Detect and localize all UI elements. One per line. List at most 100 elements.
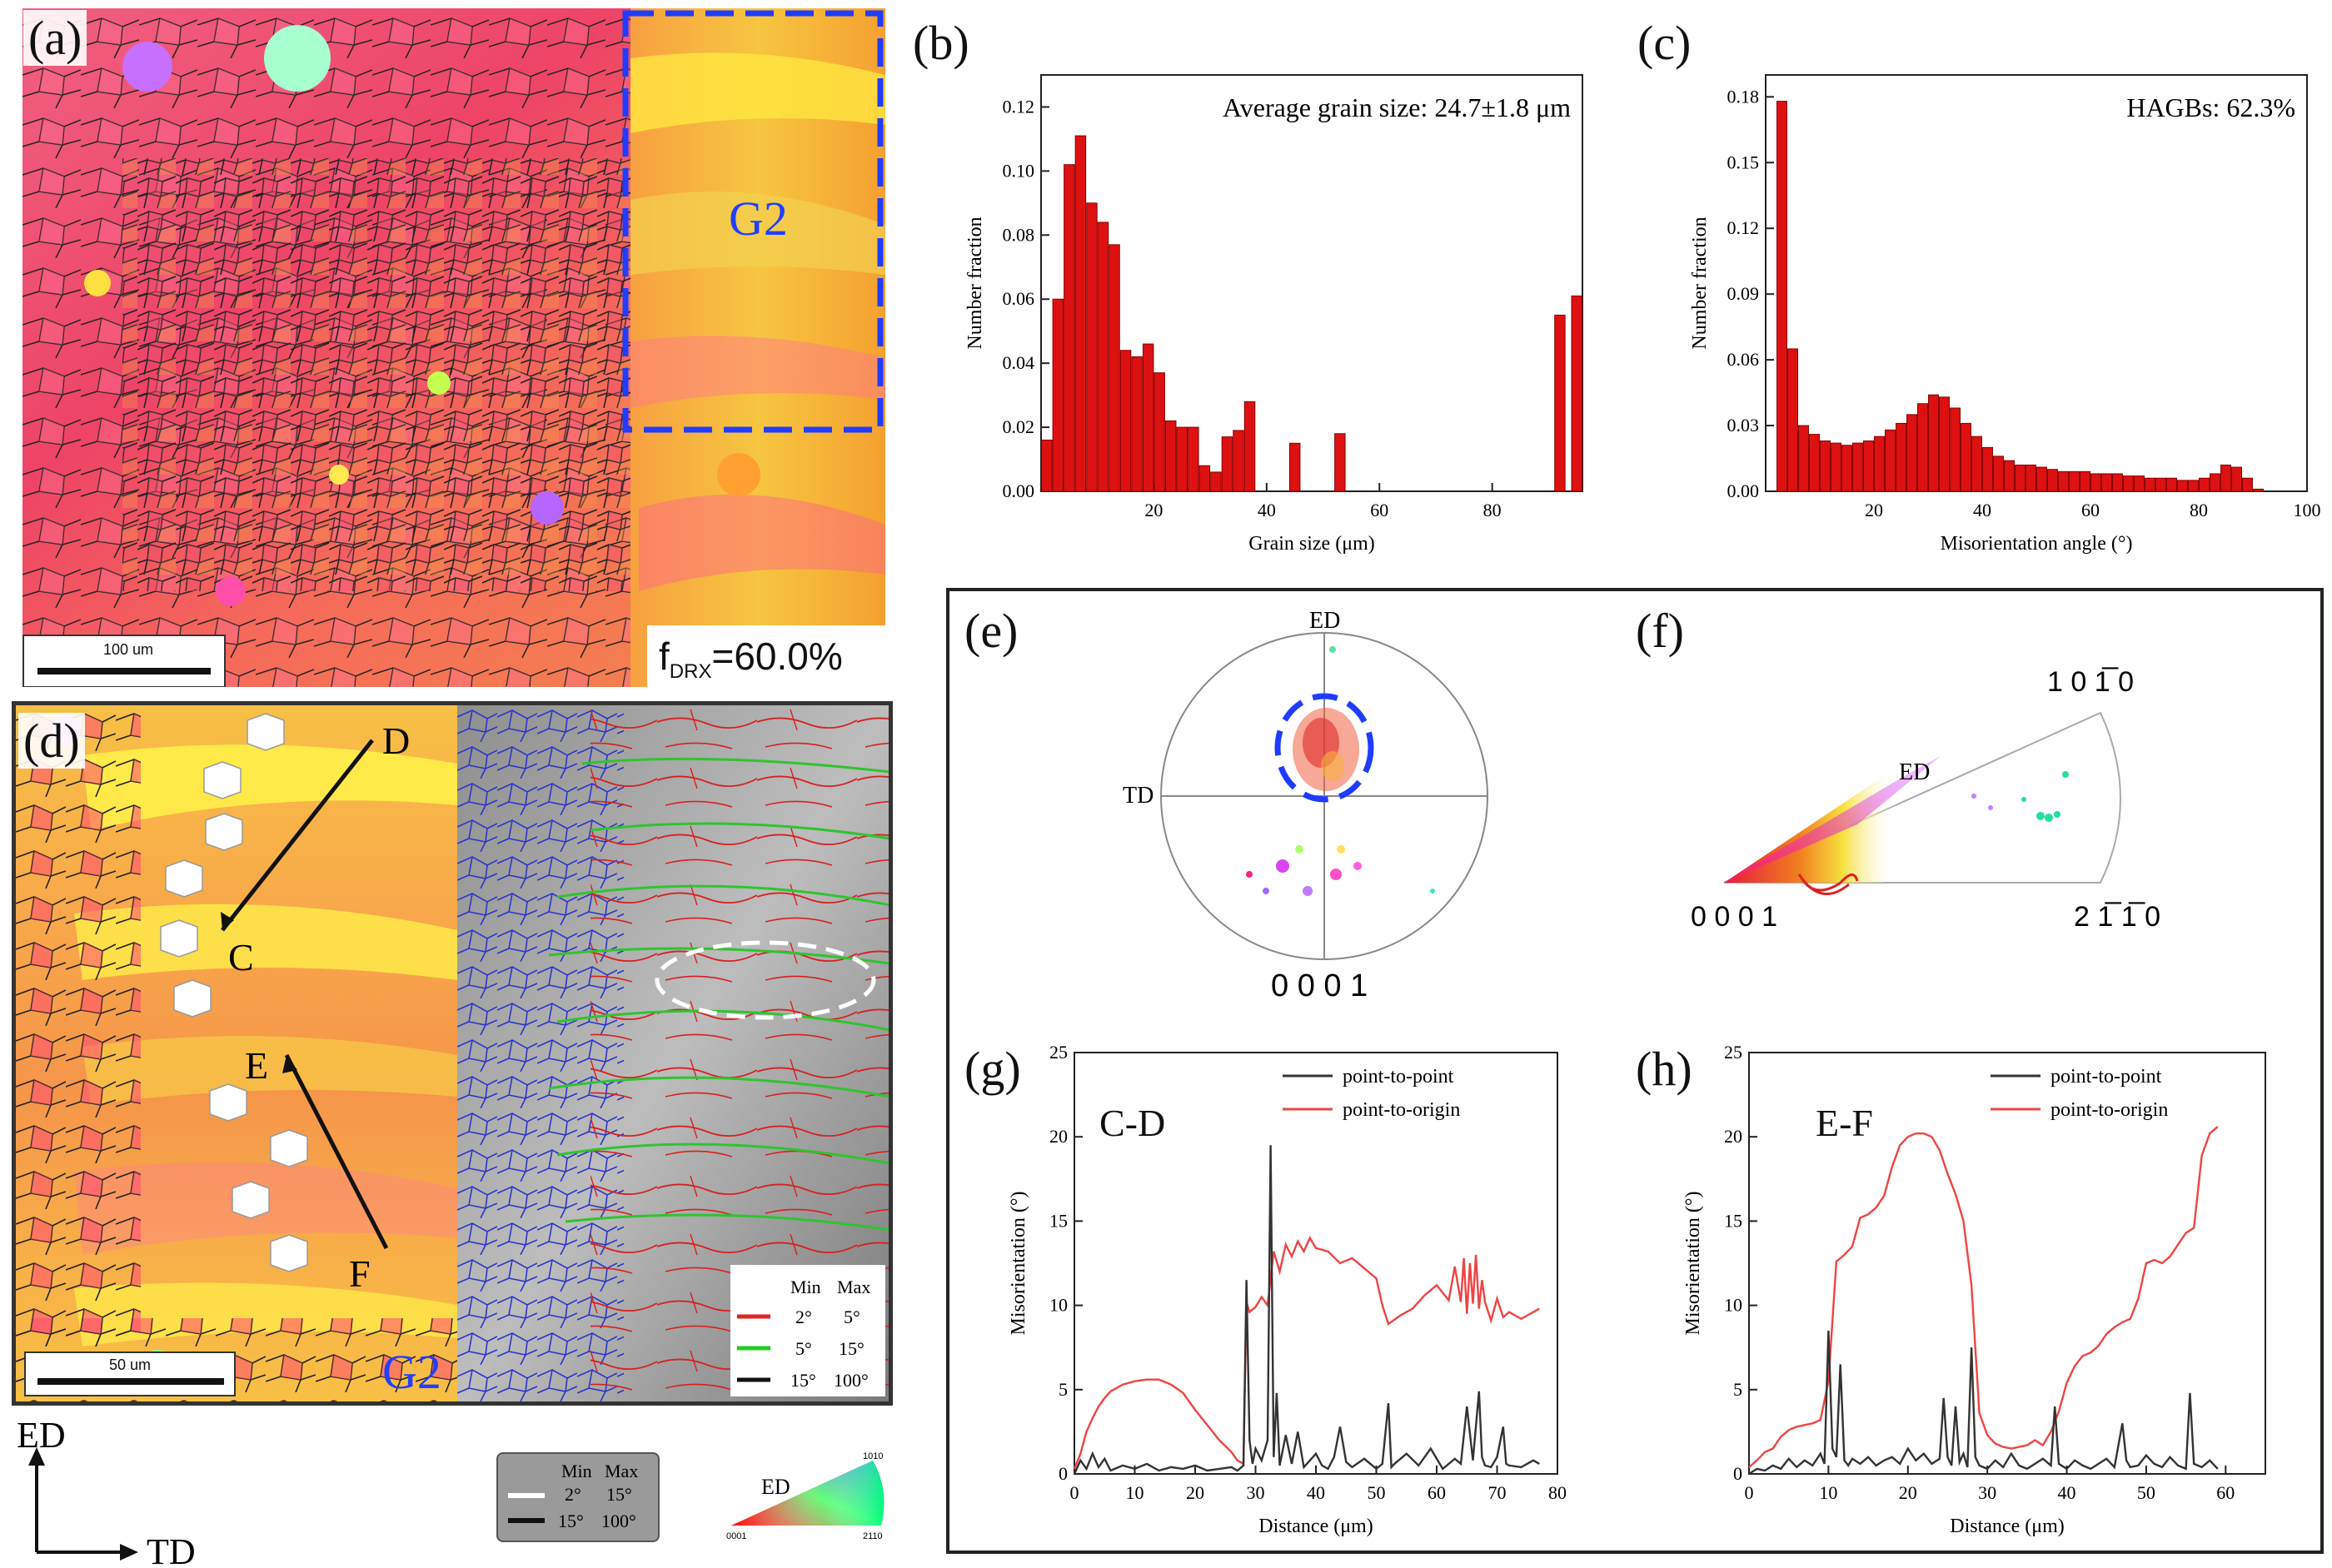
chart-b-ytick-label: 0.12 — [1003, 96, 1035, 117]
chart-h-ytick-label: 20 — [1724, 1126, 1742, 1147]
g2-label-d: G2 — [382, 1345, 441, 1399]
chart-c-bar — [2199, 477, 2210, 492]
chart-b-xtick-label: 80 — [1483, 500, 1502, 520]
chart-b-bar — [1243, 401, 1256, 492]
chart-h-xtick-label: 30 — [1978, 1482, 1996, 1503]
chart-c-bar — [1928, 394, 1939, 492]
ipf-color-key: ED 0001 2110 1010 — [726, 1452, 884, 1541]
legend-d-row3-min: 15° — [790, 1370, 816, 1391]
chart-b-ytick-label: 0.10 — [1003, 160, 1035, 181]
ipf-ed-label: ED — [1899, 759, 1930, 785]
ipf-key-c3: 1010 — [863, 1452, 883, 1461]
chart-h-ytick-label: 15 — [1724, 1210, 1742, 1231]
chart-c: 20 40 60 80 100 0.00 0.03 0.06 0.09 0.12 0.15 0.18 M… — [1689, 74, 2321, 555]
chart-b-bar — [1571, 295, 1582, 492]
chart-c-bar — [1971, 436, 1982, 492]
chart-c-xtick-label: 40 — [1973, 500, 1991, 520]
chart-g-xtick-label: 70 — [1488, 1482, 1507, 1503]
chart-c-bar — [2210, 473, 2220, 492]
chart-c-bar — [1939, 396, 1950, 492]
chart-g-ytick-label: 0 — [1059, 1463, 1068, 1484]
point-label-c: C — [228, 936, 254, 978]
chart-c-xtick-label: 100 — [2294, 500, 2321, 520]
legend-d-min-header: Min — [790, 1277, 821, 1297]
chart-g-xtick-label: 20 — [1186, 1482, 1204, 1503]
chart-c-ytick-label: 0.18 — [1727, 86, 1760, 107]
chart-c-bar — [2026, 464, 2036, 492]
chart-h-xlabel: Distance (μm) — [1950, 1516, 2064, 1537]
chart-h-xtick-label: 40 — [2058, 1482, 2076, 1503]
chart-b-ytick-label: 0.08 — [1003, 224, 1035, 245]
ipf-density-pink — [1724, 756, 1941, 883]
chart-h-legend-label: point-to-point — [2050, 1066, 2162, 1088]
panel-label-c: (c) — [1637, 16, 1692, 70]
pole-td-label: TD — [1123, 783, 1154, 809]
chart-c-bar — [2123, 475, 2134, 492]
chart-c-bar — [1917, 403, 1928, 492]
chart-c-ytick-label: 0.00 — [1727, 480, 1760, 501]
pole-scatter — [1246, 646, 1435, 896]
panel-label-f: (f) — [1636, 604, 1684, 658]
chart-g-ytick-label: 10 — [1049, 1295, 1068, 1316]
legend-d-row1-min: 2° — [795, 1307, 812, 1327]
legend-d-row2-max: 15° — [839, 1338, 865, 1359]
legend-b-row2-min: 15° — [558, 1511, 584, 1531]
chart-c-bar — [2112, 473, 2123, 492]
chart-g: 0 10 20 30 40 50 60 70 80 0 5 10 15 20 25 Distance (μm)… — [1008, 1042, 1567, 1537]
chart-c-ytick-label: 0.03 — [1727, 415, 1760, 436]
chart-c-bar — [2242, 477, 2253, 492]
gb-legend-bottom: Min Max 2° 15° 15° 100° — [496, 1452, 660, 1542]
chart-g-xtick-label: 30 — [1247, 1482, 1265, 1503]
chart-h: 0 10 20 30 40 50 60 0 5 10 15 20 25 Distance (μm) Miso… — [1682, 1042, 2266, 1537]
fdrx-text: fDRX=60.0% — [659, 634, 843, 684]
chart-g-ytick-label: 5 — [1059, 1379, 1068, 1400]
chart-c-bar — [2047, 469, 2058, 492]
legend-b-row2-max: 100° — [601, 1511, 636, 1531]
chart-b-ytick-label: 0.00 — [1003, 480, 1035, 501]
chart-c-bar — [1906, 414, 1917, 492]
chart-c-bar — [1841, 445, 1852, 492]
chart-h-ytick-label: 10 — [1724, 1295, 1742, 1316]
ipf-key-c2: 2110 — [863, 1531, 883, 1541]
chart-c-bar — [2101, 473, 2112, 492]
ebsd-map-a-graphic: G2 — [22, 8, 885, 687]
chart-c-ylabel: Number fraction — [1689, 217, 1711, 349]
panel-d-frame: D C E F G2 50 um — [12, 701, 893, 1406]
ipf-key-title: ED — [761, 1475, 790, 1499]
scale-bar-d-line — [37, 1378, 224, 1385]
gb-legend-d: Min Max 2° 5° 5° 15° 15° 100° — [730, 1265, 885, 1396]
chart-g-xtick-label: 10 — [1126, 1482, 1144, 1503]
chart-c-xtick-label: 20 — [1865, 500, 1883, 520]
chart-b-ylabel: Number fraction — [964, 217, 986, 349]
fdrx-box: fDRX=60.0% — [647, 625, 885, 687]
chart-c-bar — [1863, 440, 1874, 492]
chart-h-series-point-to-origin — [1748, 1126, 2219, 1468]
chart-c-bar — [1950, 407, 1961, 492]
chart-b-bar — [1119, 350, 1132, 492]
chart-h-plot-frame — [1748, 1052, 2266, 1475]
chart-g-series-point-to-point — [1073, 1145, 1540, 1475]
ipf-f: ED 1 0 1̅ 0 0 0 0 1 2 1̅ 1̅ 0 — [1691, 666, 2160, 933]
chart-b-bar — [1109, 244, 1120, 492]
chart-h-ylabel: Misorientation (°) — [1682, 1192, 1704, 1336]
chart-b-ytick-label: 0.06 — [1003, 288, 1035, 309]
chart-c-xtick-label: 60 — [2081, 500, 2100, 520]
chart-c-bar — [1961, 422, 1971, 492]
chart-g-legend-label: point-to-point — [1343, 1066, 1454, 1088]
chart-g-xtick-label: 0 — [1070, 1482, 1079, 1503]
chart-h-ytick-label: 5 — [1733, 1379, 1742, 1400]
chart-b-bar — [1188, 426, 1199, 492]
panel-label-d: (d) — [18, 713, 85, 769]
chart-g-ytick-label: 20 — [1049, 1126, 1068, 1147]
chart-c-bar — [2231, 466, 2242, 492]
pole-ed-label: ED — [1309, 608, 1340, 634]
chart-b-xlabel: Grain size (μm) — [1248, 533, 1374, 555]
chart-g-xtick-label: 60 — [1428, 1482, 1446, 1503]
chart-g-xtick-label: 50 — [1368, 1482, 1386, 1503]
chart-h-ytick-label: 0 — [1733, 1463, 1742, 1484]
segment-label-h: E-F — [1816, 1102, 1873, 1144]
chart-c-xtick-label: 80 — [2190, 500, 2208, 520]
panel-label-a: (a) — [23, 10, 87, 66]
pole-highlight — [1274, 693, 1374, 803]
chart-b-plot-frame — [1040, 74, 1583, 492]
